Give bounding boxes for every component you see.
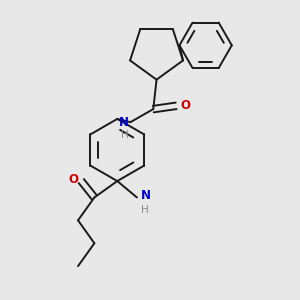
Text: O: O [180,99,190,112]
Text: N: N [141,189,151,202]
Text: O: O [68,173,78,186]
Text: N: N [119,116,129,129]
Text: H: H [141,205,148,214]
Text: H: H [121,130,129,140]
